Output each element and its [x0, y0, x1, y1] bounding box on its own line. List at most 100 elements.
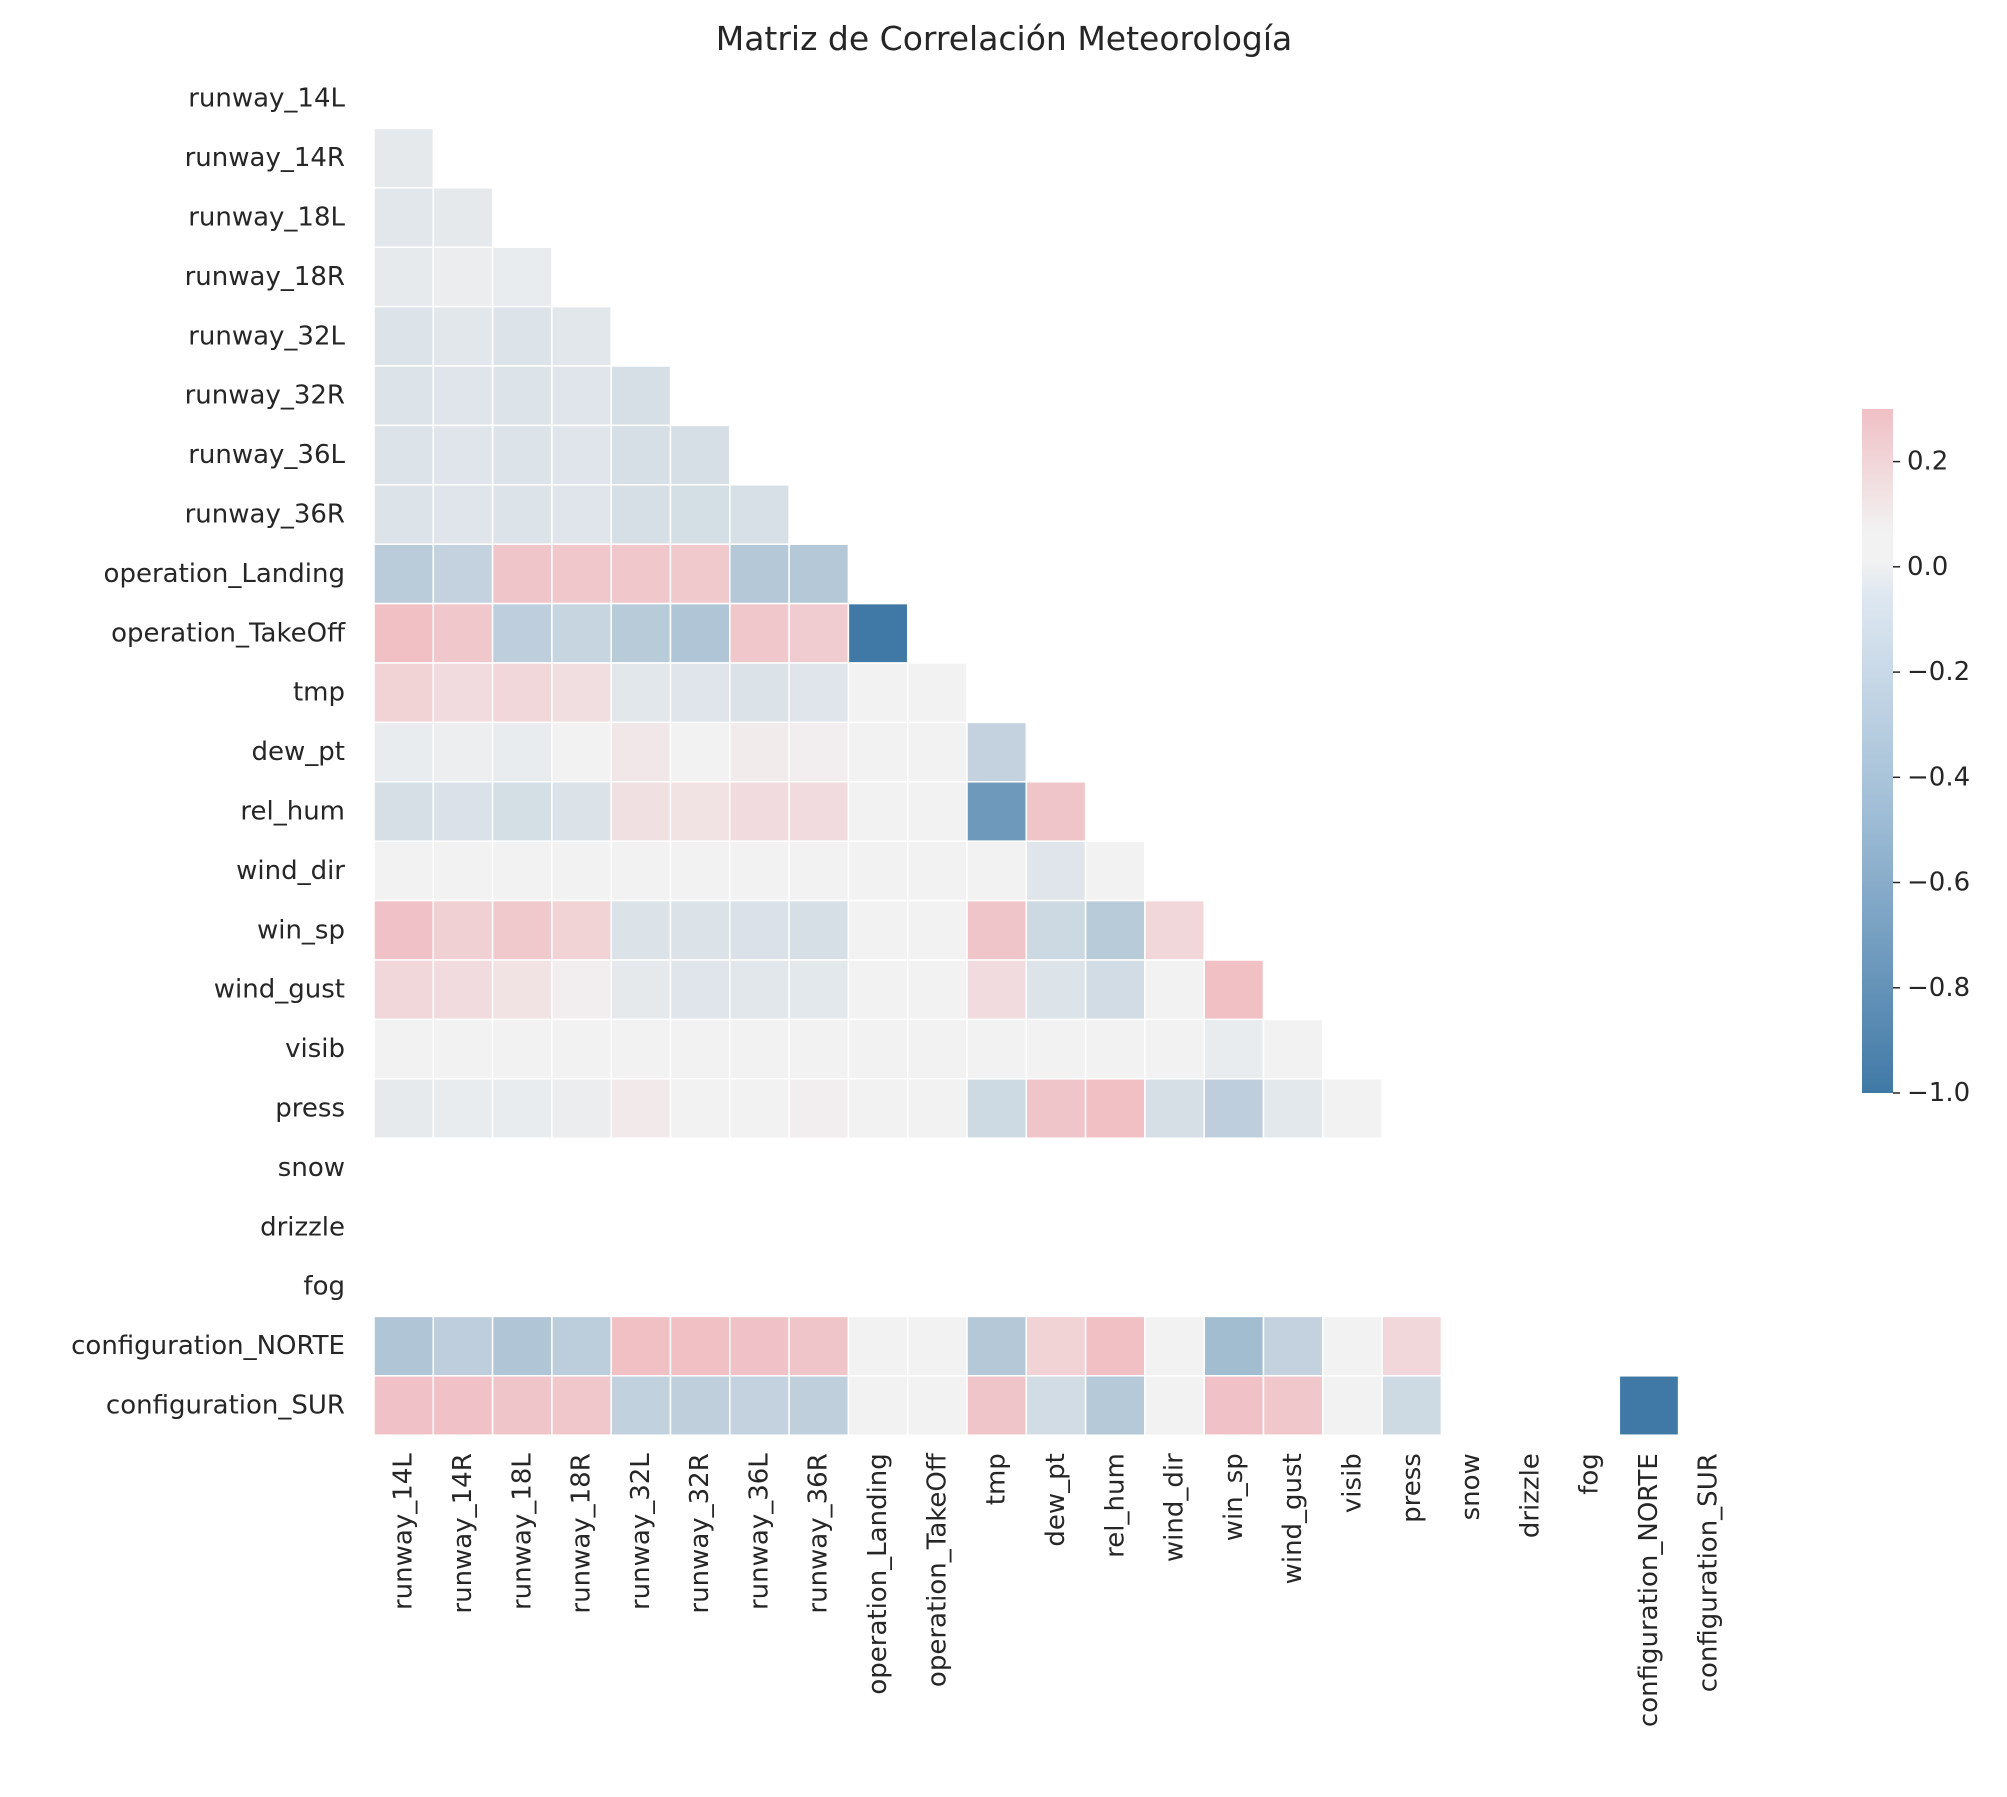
heatmap-cell-press-runway_14R	[432, 1078, 494, 1139]
heatmap-cell-runway_32R-runway_14R	[432, 365, 494, 427]
heatmap-cells	[373, 127, 1680, 1436]
heatmap-cell-win_sp-runway_36L	[729, 899, 790, 961]
x-tick-label-tmp: tmp	[982, 1453, 1012, 1505]
heatmap-cell-tmp-runway_36R	[788, 662, 850, 724]
x-tick-label-fog: fog	[1575, 1453, 1605, 1495]
x-tick-label-press: press	[1397, 1453, 1427, 1523]
heatmap-cell-wind_gust-runway_18R	[551, 959, 612, 1021]
x-tick-label-operation_Landing: operation_Landing	[863, 1453, 893, 1694]
y-tick-label-runway_36R: runway_36R	[185, 500, 345, 530]
heatmap-cell-press-runway_36L	[729, 1078, 790, 1139]
heatmap-cell-runway_32L-runway_18R	[551, 305, 612, 367]
heatmap-cell-tmp-operation_TakeOff	[906, 662, 968, 724]
heatmap-cell-dew_pt-runway_18L	[491, 721, 553, 783]
heatmap-cell-runway_32L-runway_14R	[432, 305, 494, 367]
heatmap-cell-tmp-runway_14L	[373, 662, 435, 724]
heatmap-cell-operation_Landing-runway_18L	[491, 543, 553, 605]
heatmap-cell-tmp-runway_36L	[729, 662, 790, 724]
heatmap-cell-tmp-runway_14R	[432, 662, 494, 724]
heatmap-cell-operation_TakeOff-runway_14R	[432, 602, 494, 664]
colorbar-tick-label: −1.0	[1907, 1078, 1970, 1108]
heatmap-cell-visib-tmp	[966, 1018, 1028, 1080]
heatmap-cell-configuration_SUR-runway_36L	[729, 1375, 790, 1436]
heatmap-cell-dew_pt-tmp	[966, 721, 1028, 783]
heatmap-cell-dew_pt-runway_14L	[373, 721, 435, 783]
y-tick-label-operation_Landing: operation_Landing	[104, 559, 345, 589]
heatmap-cell-press-tmp	[966, 1078, 1028, 1139]
heatmap-cell-visib-runway_18R	[551, 1018, 612, 1080]
heatmap-cell-configuration_NORTE-dew_pt	[1025, 1315, 1087, 1377]
y-tick-label-rel_hum: rel_hum	[240, 797, 345, 827]
heatmap-cell-dew_pt-runway_36L	[729, 721, 790, 783]
heatmap-cell-operation_TakeOff-runway_18L	[491, 602, 553, 664]
heatmap-cell-configuration_NORTE-visib	[1322, 1315, 1383, 1377]
x-tick-label-runway_36L: runway_36L	[744, 1453, 774, 1610]
heatmap-cell-press-operation_TakeOff	[906, 1078, 968, 1139]
x-tick-label-configuration_NORTE: configuration_NORTE	[1634, 1453, 1664, 1727]
heatmap-cell-visib-rel_hum	[1084, 1018, 1146, 1080]
heatmap-cell-operation_Landing-runway_32L	[610, 543, 672, 605]
heatmap-cell-configuration_SUR-wind_gust	[1262, 1375, 1324, 1436]
colorbar-tick-label: −0.2	[1907, 657, 1970, 687]
y-tick-label-runway_32R: runway_32R	[185, 381, 345, 411]
heatmap-cell-runway_36R-runway_36L	[729, 484, 790, 545]
heatmap-cell-runway_32L-runway_14L	[373, 305, 435, 367]
heatmap-cell-rel_hum-operation_TakeOff	[906, 781, 968, 842]
heatmap-cell-press-dew_pt	[1025, 1078, 1087, 1139]
heatmap-cell-tmp-runway_18R	[551, 662, 612, 724]
heatmap-cell-win_sp-runway_18R	[551, 899, 612, 961]
heatmap-cell-wind_dir-tmp	[966, 840, 1028, 902]
heatmap-cell-wind_gust-runway_14R	[432, 959, 494, 1021]
y-tick-label-tmp: tmp	[293, 678, 345, 708]
heatmap-cell-configuration_SUR-configuration_NORTE	[1618, 1375, 1680, 1436]
heatmap-cell-wind_dir-operation_Landing	[847, 840, 909, 902]
heatmap-cell-wind_dir-runway_36R	[788, 840, 850, 902]
colorbar-tick-label: 0.2	[1907, 447, 1948, 477]
y-tick-label-wind_gust: wind_gust	[214, 975, 345, 1005]
heatmap-cell-press-rel_hum	[1084, 1078, 1146, 1139]
heatmap-cell-visib-operation_Landing	[847, 1018, 909, 1080]
heatmap-cell-rel_hum-runway_14L	[373, 781, 435, 842]
heatmap-cell-wind_gust-operation_Landing	[847, 959, 909, 1021]
heatmap-cell-configuration_NORTE-operation_TakeOff	[906, 1315, 968, 1377]
y-tick-label-visib: visib	[285, 1034, 345, 1064]
x-tick-label-wind_dir: wind_dir	[1160, 1453, 1190, 1562]
x-tick-label-operation_TakeOff: operation_TakeOff	[922, 1452, 952, 1687]
heatmap-cell-win_sp-runway_18L	[491, 899, 553, 961]
heatmap-cell-configuration_NORTE-runway_18R	[551, 1315, 612, 1377]
heatmap-cell-runway_32L-runway_18L	[491, 305, 553, 367]
heatmap-cell-dew_pt-operation_TakeOff	[906, 721, 968, 783]
heatmap-cell-win_sp-runway_32R	[669, 899, 731, 961]
heatmap-cell-wind_dir-rel_hum	[1084, 840, 1146, 902]
y-tick-label-dew_pt: dew_pt	[252, 737, 345, 767]
heatmap-cell-visib-wind_dir	[1144, 1018, 1205, 1080]
heatmap-cell-dew_pt-runway_32L	[610, 721, 672, 783]
heatmap-cell-win_sp-runway_14R	[432, 899, 494, 961]
heatmap-cell-runway_14R-runway_14L	[373, 127, 435, 189]
heatmap-cell-configuration_NORTE-runway_14L	[373, 1315, 435, 1377]
y-tick-label-win_sp: win_sp	[257, 915, 345, 945]
heatmap-cell-operation_Landing-runway_14R	[432, 543, 494, 605]
heatmap-cell-runway_36L-runway_14R	[432, 424, 494, 486]
x-tick-label-dew_pt: dew_pt	[1041, 1453, 1071, 1546]
heatmap-cell-wind_gust-rel_hum	[1084, 959, 1146, 1021]
x-tick-label-configuration_SUR: configuration_SUR	[1693, 1453, 1723, 1692]
heatmap-cell-win_sp-dew_pt	[1025, 899, 1087, 961]
y-tick-label-snow: snow	[278, 1153, 345, 1183]
heatmap-cell-win_sp-runway_36R	[788, 899, 850, 961]
y-tick-label-wind_dir: wind_dir	[236, 856, 345, 886]
heatmap-cell-runway_36L-runway_18R	[551, 424, 612, 486]
heatmap-cell-dew_pt-runway_32R	[669, 721, 731, 783]
heatmap-cell-wind_dir-runway_32R	[669, 840, 731, 902]
heatmap-cell-visib-runway_14L	[373, 1018, 435, 1080]
heatmap-cell-win_sp-runway_14L	[373, 899, 435, 961]
heatmap-cell-runway_32R-runway_18L	[491, 365, 553, 427]
colorbar-tick-label: 0.0	[1907, 552, 1948, 582]
heatmap-cell-dew_pt-runway_36R	[788, 721, 850, 783]
colorbar-tick-label: −0.8	[1907, 973, 1970, 1003]
heatmap-cell-configuration_SUR-dew_pt	[1025, 1375, 1087, 1436]
heatmap-cell-press-visib	[1322, 1078, 1383, 1139]
x-tick-label-runway_14L: runway_14L	[389, 1453, 419, 1610]
heatmap-cell-wind_dir-dew_pt	[1025, 840, 1087, 902]
heatmap-cell-configuration_SUR-runway_36R	[788, 1375, 850, 1436]
